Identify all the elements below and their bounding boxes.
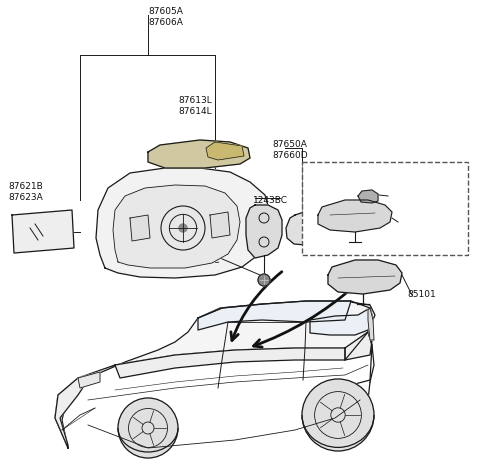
Circle shape [258,274,270,286]
Polygon shape [345,332,372,360]
Polygon shape [198,301,351,330]
Text: 87606A: 87606A [148,18,183,27]
Bar [302,162,468,255]
Polygon shape [310,308,373,335]
Text: 87613L: 87613L [178,96,212,105]
Text: 85101: 85101 [385,218,414,227]
Polygon shape [55,378,88,448]
Polygon shape [113,185,240,268]
Text: 85131: 85131 [382,192,411,201]
Circle shape [118,398,178,458]
Circle shape [302,379,374,451]
Polygon shape [328,260,402,294]
Polygon shape [130,215,150,241]
Text: SYSTEM+COMPASS TYPE): SYSTEM+COMPASS TYPE) [316,186,428,195]
Text: (W/ECM+HOME LINK: (W/ECM+HOME LINK [308,173,395,182]
Text: 1243BC: 1243BC [253,196,288,205]
Polygon shape [78,372,100,388]
Text: 85101: 85101 [407,290,436,299]
Circle shape [179,224,187,232]
Polygon shape [96,168,270,278]
Polygon shape [206,142,244,160]
Polygon shape [55,302,375,448]
Text: 87650A: 87650A [272,140,307,149]
Polygon shape [210,212,230,238]
Text: 87623A: 87623A [8,193,43,202]
Text: 87660D: 87660D [272,151,308,160]
Text: 87614L: 87614L [178,107,212,116]
Polygon shape [12,210,74,253]
Polygon shape [115,348,345,378]
Polygon shape [358,190,378,203]
Text: 1339CC: 1339CC [185,256,220,265]
Text: 87621B: 87621B [8,182,43,191]
Polygon shape [318,200,392,232]
Polygon shape [286,210,320,245]
Polygon shape [368,308,374,340]
Polygon shape [148,140,250,168]
Polygon shape [246,205,282,258]
Text: 87605A: 87605A [148,7,183,16]
